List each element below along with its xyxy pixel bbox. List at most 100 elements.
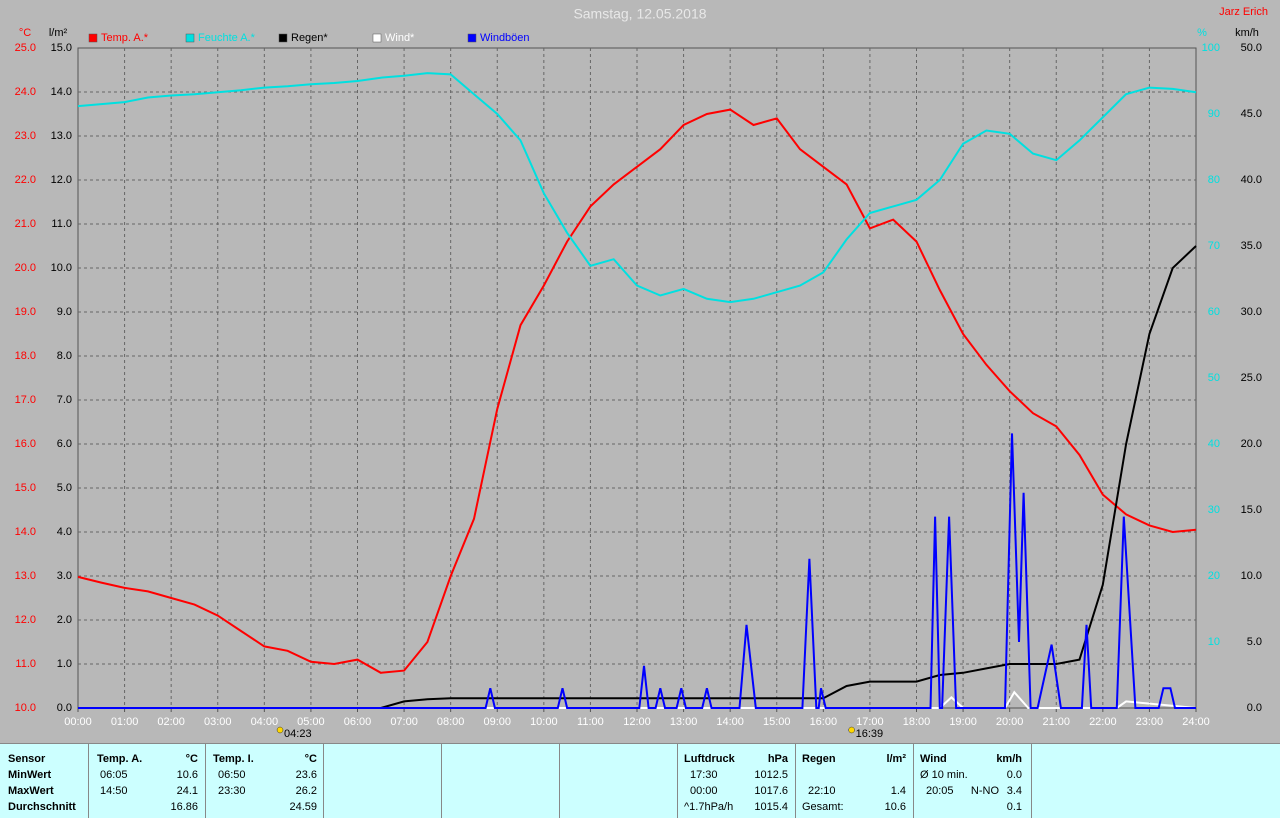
x-tick-label: 10:00	[530, 716, 558, 728]
annotation: 04:23	[284, 728, 312, 740]
y-tick-label: 7.0	[57, 394, 72, 406]
y-tick-label: 35.0	[1241, 240, 1262, 252]
y-tick-label: 100	[1202, 42, 1220, 54]
y-tick-label: 30	[1208, 504, 1220, 516]
y-tick-label: 40.0	[1241, 174, 1262, 186]
cell: N-NO	[970, 785, 999, 797]
x-tick-label: 19:00	[949, 716, 977, 728]
author: Jarz Erich	[1219, 6, 1268, 18]
y2-unit: l/m²	[49, 27, 68, 39]
series-line	[78, 433, 1196, 709]
col-sep	[677, 744, 678, 818]
x-tick-label: 23:00	[1136, 716, 1164, 728]
y-tick-label: 60	[1208, 306, 1220, 318]
x-tick-label: 16:00	[810, 716, 838, 728]
y-tick-label: 10.0	[1241, 570, 1262, 582]
y3-unit: %	[1197, 27, 1207, 39]
cell: Ø 10 min.	[920, 769, 968, 781]
y-tick-label: 19.0	[15, 306, 36, 318]
cell: Temp. I.	[213, 753, 254, 765]
cell: 24.1	[176, 785, 198, 797]
cell: °C	[185, 753, 198, 765]
y-tick-label: 10.0	[15, 702, 36, 714]
legend-swatch	[372, 33, 382, 43]
cell: Durchschnitt	[8, 801, 76, 813]
y-tick-label: 18.0	[15, 350, 36, 362]
x-tick-label: 22:00	[1089, 716, 1117, 728]
cell: 0.0	[1006, 769, 1022, 781]
cell: Temp. A.	[97, 753, 143, 765]
cell: 06:05	[100, 769, 128, 781]
x-tick-label: 15:00	[763, 716, 791, 728]
cell: 3.4	[1006, 785, 1022, 797]
series-line	[78, 690, 1197, 709]
annotation: 16:39	[856, 728, 884, 740]
y-tick-label: 10	[1208, 636, 1220, 648]
cell: Wind	[920, 753, 947, 765]
legend-label: Feuchte A.*	[198, 32, 256, 44]
y-tick-label: 11.0	[15, 658, 36, 670]
legend-swatch	[185, 33, 195, 43]
x-tick-label: 02:00	[157, 716, 185, 728]
y-tick-label: 12.0	[15, 614, 36, 626]
y-tick-label: 10.0	[51, 262, 72, 274]
y-tick-label: 45.0	[1241, 108, 1262, 120]
series-line	[77, 72, 1197, 304]
y-tick-label: 24.0	[15, 86, 36, 98]
col-sep	[205, 744, 206, 818]
y-tick-label: 70	[1208, 240, 1220, 252]
series-line	[77, 108, 1197, 674]
cell: ^1.7hPa/h	[684, 801, 734, 813]
y-tick-label: 30.0	[1241, 306, 1262, 318]
y-tick-label: 1.0	[57, 658, 72, 670]
col-sep	[795, 744, 796, 818]
cell: 10.6	[176, 769, 198, 781]
x-tick-label: 03:00	[204, 716, 232, 728]
y-tick-label: 21.0	[15, 218, 36, 230]
x-tick-label: 13:00	[670, 716, 698, 728]
y-tick-label: 20.0	[15, 262, 36, 274]
y-tick-label: 40	[1208, 438, 1220, 450]
x-tick-label: 01:00	[111, 716, 139, 728]
legend-label: Temp. A.*	[101, 32, 149, 44]
cell: 14:50	[100, 785, 128, 797]
col-sep	[559, 744, 560, 818]
cell: 23:30	[218, 785, 246, 797]
cell: l/m²	[886, 753, 906, 765]
cell: 16.86	[170, 801, 198, 813]
y-tick-label: 2.0	[57, 614, 72, 626]
cell: hPa	[767, 753, 788, 765]
y-tick-label: 0.0	[1247, 702, 1262, 714]
sun-marker	[848, 726, 855, 734]
cell: 06:50	[218, 769, 246, 781]
cell: 0.1	[1006, 801, 1022, 813]
cell: Sensor	[8, 753, 46, 765]
y-tick-label: 9.0	[57, 306, 72, 318]
cell: 17:30	[690, 769, 718, 781]
cell: 10.6	[884, 801, 906, 813]
x-tick-label: 20:00	[996, 716, 1024, 728]
cell: 00:00	[690, 785, 718, 797]
chart: Samstag, 12.05.2018 Jarz Erich °C l/m² %…	[15, 6, 1268, 740]
y-tick-label: 20.0	[1241, 438, 1262, 450]
legend-swatch	[88, 33, 98, 43]
y-tick-label: 6.0	[57, 438, 72, 450]
y-tick-label: 50.0	[1241, 42, 1262, 54]
cell: 22:10	[808, 785, 836, 797]
cell: 20:05	[926, 785, 954, 797]
x-tick-label: 12:00	[623, 716, 651, 728]
y-tick-label: 5.0	[57, 482, 72, 494]
cell: Regen	[802, 753, 836, 765]
legend-swatch	[467, 33, 477, 43]
y-tick-label: 14.0	[15, 526, 36, 538]
y-tick-label: 8.0	[57, 350, 72, 362]
col-sep	[88, 744, 89, 818]
legend-label: Regen*	[291, 32, 328, 44]
cell: °C	[304, 753, 317, 765]
x-tick-label: 06:00	[344, 716, 372, 728]
y-tick-label: 13.0	[51, 130, 72, 142]
y-tick-label: 15.0	[15, 482, 36, 494]
legend-swatch	[278, 33, 288, 43]
y-tick-label: 11.0	[51, 218, 72, 230]
